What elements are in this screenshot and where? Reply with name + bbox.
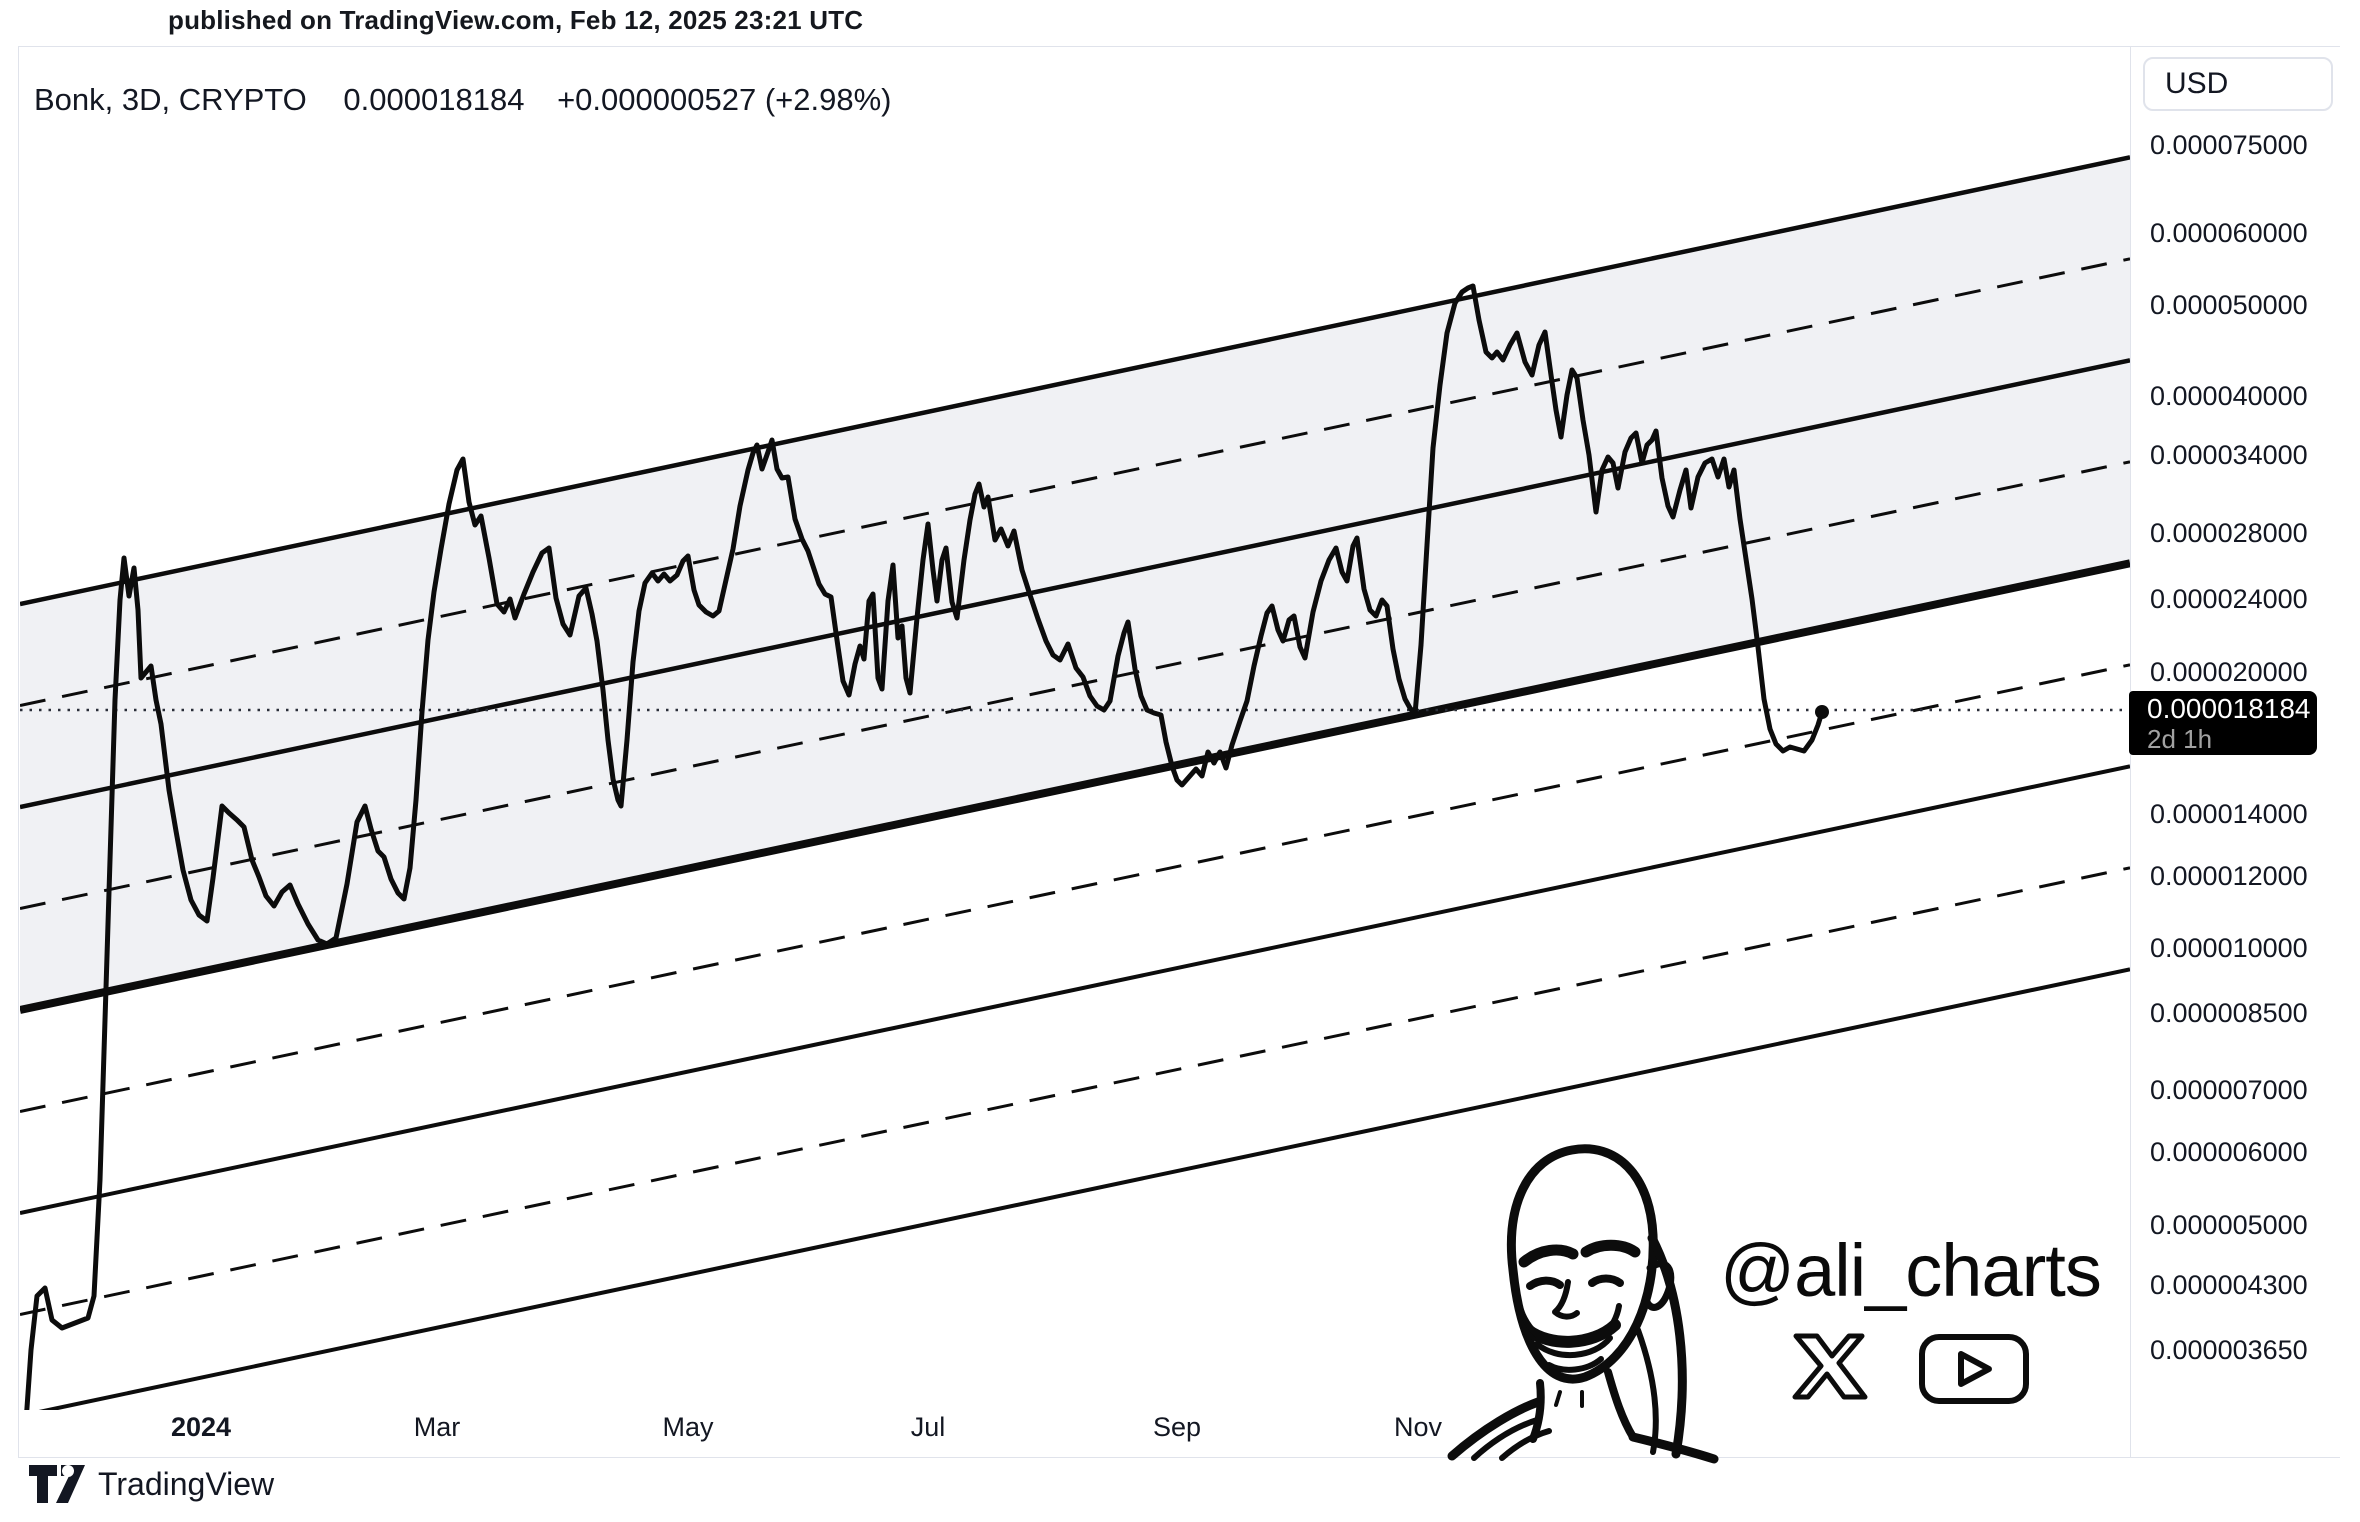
widget-left-border [18, 46, 19, 1458]
price-tick-label: 0.000050000 [2150, 290, 2308, 320]
current-price-badge: 0.000018184 2d 1h [2129, 691, 2317, 755]
symbol-change: +0.000000527 (+2.98%) [557, 82, 892, 117]
price-tick-label: 0.000006000 [2150, 1137, 2308, 1167]
current-price-value: 0.000018184 [2147, 693, 2311, 724]
watermark-handle: @ali_charts [1720, 1229, 2102, 1312]
price-tick-label: 0.000024000 [2150, 584, 2308, 614]
tradingview-logo[interactable]: TradingView [28, 1462, 274, 1506]
bar-countdown: 2d 1h [2147, 724, 2213, 754]
channel-line-k-3-dashed[interactable] [20, 866, 2130, 1316]
time-tick-label-nov: Nov [1393, 1412, 1442, 1442]
channel-line-k0-solid[interactable] [20, 559, 2130, 1014]
price-tick-label: 0.000020000 [2150, 657, 2308, 687]
price-tick-label: 0.000040000 [2150, 381, 2308, 411]
price-tick-label: 0.000075000 [2150, 130, 2308, 160]
price-line-series [24, 283, 1825, 1410]
currency-label: USD [2165, 67, 2229, 100]
tradingview-mark-icon [29, 1465, 85, 1503]
price-tick-label: 0.000012000 [2150, 861, 2308, 891]
price-tick-label: 0.000008500 [2150, 998, 2308, 1028]
price-tick-label: 0.000010000 [2150, 933, 2308, 963]
time-tick-label-sep: Sep [1152, 1412, 1202, 1442]
price-tick-label: 0.000060000 [2150, 218, 2308, 248]
published-caption: published on TradingView.com, Feb 12, 20… [168, 5, 864, 35]
channel-line-k-4-solid[interactable] [20, 967, 2130, 1416]
widget-top-border [18, 46, 2340, 47]
youtube-icon [1919, 1334, 2029, 1404]
price-tick-label: 0.000028000 [2150, 518, 2308, 548]
tradingview-wordmark: TradingView [98, 1465, 275, 1502]
last-price-dot [1815, 705, 1829, 719]
symbol-legend[interactable]: Bonk, 3D, CRYPTO 0.000018184 +0.00000052… [34, 82, 891, 118]
channel-line-k4-solid[interactable] [20, 155, 2130, 607]
price-tick-label: 0.000034000 [2150, 440, 2308, 470]
channel-line-k-1-dashed[interactable] [20, 663, 2130, 1113]
channel-line-k-2-solid[interactable] [20, 764, 2130, 1215]
symbol-last-price: 0.000018184 [343, 82, 525, 117]
symbol-title: Bonk, 3D, CRYPTO [34, 82, 307, 117]
channel-line-k3-dashed[interactable] [20, 257, 2130, 707]
time-tick-label-2024: 2024 [170, 1412, 232, 1442]
time-tick-label-jul: Jul [910, 1412, 946, 1442]
channel-line-k2-solid[interactable] [20, 358, 2130, 810]
price-tick-label: 0.000004300 [2150, 1270, 2308, 1300]
channel-and-series-layer [20, 155, 2130, 1416]
time-tick-label-mar: Mar [413, 1412, 461, 1442]
x-icon [1792, 1333, 1868, 1400]
price-tick-label: 0.000007000 [2150, 1075, 2308, 1105]
price-tick-label: 0.000014000 [2150, 799, 2308, 829]
artist-face-sketch [1447, 1144, 1719, 1464]
time-tick-label-may: May [662, 1412, 714, 1442]
price-tick-label: 0.000005000 [2150, 1210, 2308, 1240]
price-tick-label: 0.000003650 [2150, 1335, 2308, 1365]
widget-bottom-border [18, 1457, 2340, 1458]
currency-toggle-button[interactable]: USD [2143, 57, 2333, 111]
